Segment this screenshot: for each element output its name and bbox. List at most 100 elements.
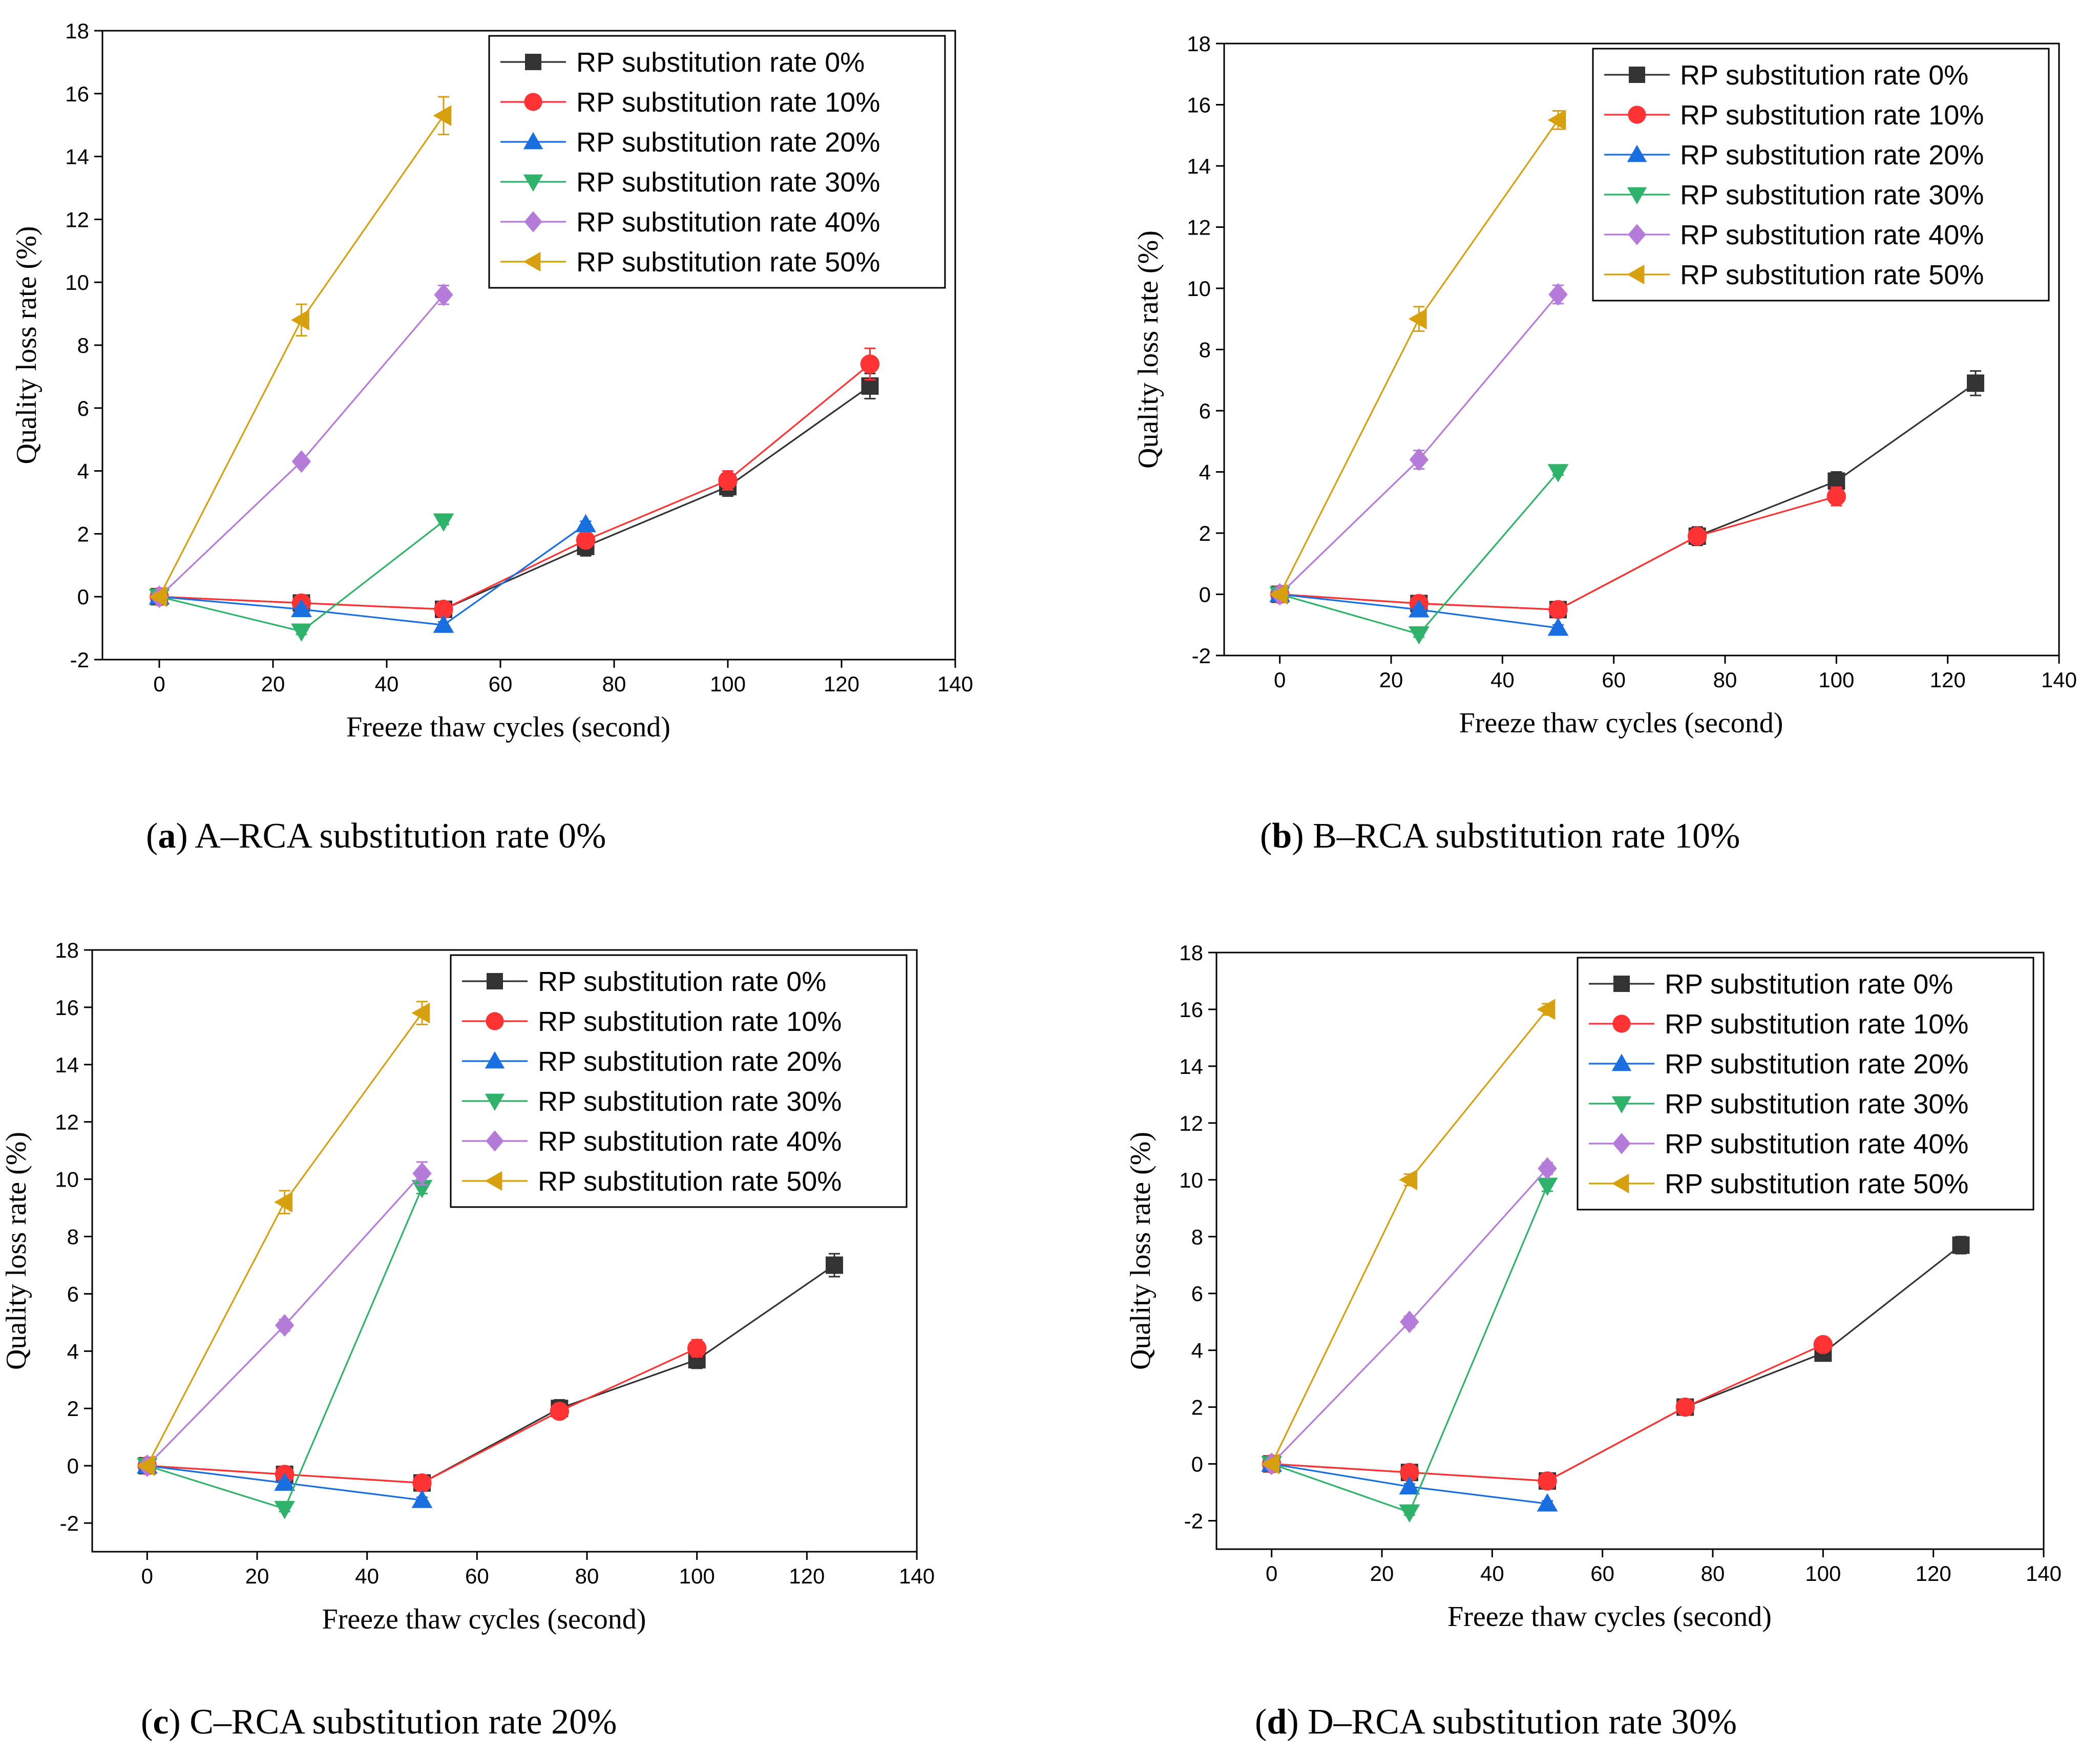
legend-marker	[487, 973, 503, 989]
data-point	[1538, 1471, 1557, 1491]
data-point	[433, 513, 454, 532]
data-point	[1537, 999, 1556, 1020]
y-tick-label: 6	[67, 1282, 79, 1306]
y-tick-label: 12	[1179, 1111, 1203, 1135]
x-tick-label: 140	[2041, 668, 2077, 692]
x-tick-label: 120	[789, 1564, 825, 1588]
y-tick-label: 0	[77, 585, 89, 609]
panel-d: 0 20 40 60 80 100 120 140 -2 0 2 4 6 8 10 12 14 16 18 Freez…	[1125, 941, 2062, 1742]
y-tick-label: 6	[77, 396, 89, 420]
series-line	[1279, 119, 1559, 595]
legend-label: RP substitution rate 40%	[538, 1126, 842, 1157]
data-point	[1400, 1463, 1419, 1482]
data-point	[1547, 617, 1569, 636]
data-point	[1538, 1157, 1557, 1180]
caption-paren: )	[169, 1702, 190, 1742]
data-point	[1547, 109, 1566, 131]
legend-label: RP substitution rate 40%	[1665, 1129, 1968, 1159]
caption-paren: (	[146, 816, 158, 856]
legend-label: RP substitution rate 10%	[576, 87, 880, 118]
x-tick-label: 0	[141, 1564, 153, 1588]
y-tick-label: 12	[1187, 216, 1211, 240]
y-tick-label: 0	[1191, 1452, 1203, 1476]
y-tick-label: 16	[65, 82, 89, 106]
y-tick-label: 10	[55, 1168, 79, 1192]
y-tick-label: 18	[1179, 941, 1203, 965]
legend-label: RP substitution rate 50%	[538, 1166, 842, 1197]
y-tick-label: 12	[65, 207, 89, 231]
series-rp30	[149, 513, 454, 642]
data-point	[1400, 1311, 1419, 1334]
data-point	[275, 1314, 295, 1337]
legend-label: RP substitution rate 50%	[576, 247, 880, 278]
series-rp20	[149, 514, 596, 633]
y-tick-label: 18	[1187, 32, 1211, 56]
y-tick-label: 16	[1179, 998, 1203, 1022]
caption-text: D–RCA substitution rate 30%	[1308, 1702, 1737, 1742]
x-tick-label: 120	[824, 672, 859, 696]
y-tick-label: 4	[77, 459, 89, 483]
series-rp50	[1269, 109, 1566, 605]
x-tick-label: 0	[1274, 668, 1286, 692]
series-line	[159, 523, 586, 626]
legend-marker	[485, 1171, 502, 1191]
data-point	[291, 623, 312, 642]
data-point	[411, 1002, 430, 1024]
y-tick-label: 16	[1187, 93, 1211, 117]
legend-marker	[523, 251, 541, 272]
legend: RP substitution rate 0% RP substitution r…	[450, 954, 908, 1208]
series-rp50	[149, 96, 452, 607]
x-tick-label: 80	[575, 1564, 599, 1588]
series-rp0	[151, 372, 879, 618]
x-tick-label: 0	[153, 672, 165, 696]
legend-marker	[523, 132, 543, 150]
series-line	[1279, 293, 1559, 595]
series-line	[159, 363, 871, 610]
y-tick-label: -2	[70, 648, 89, 672]
data-point	[412, 1162, 432, 1185]
legend-label: RP substitution rate 30%	[1665, 1089, 1968, 1119]
x-tick-label: 100	[710, 672, 746, 696]
y-axis-title: Quality loss rate (%)	[1125, 1132, 1157, 1370]
x-tick-label: 60	[1602, 668, 1626, 692]
series-line	[146, 1012, 423, 1466]
panel-caption: (a) A–RCA substitution rate 0%	[146, 816, 606, 856]
x-tick-label: 20	[1370, 1561, 1394, 1586]
legend-label: RP substitution rate 0%	[576, 47, 865, 78]
series-line	[1271, 1344, 1823, 1482]
series-rp50	[136, 1001, 430, 1476]
data-point	[412, 1473, 432, 1493]
y-tick-label: 2	[1199, 521, 1211, 545]
legend-label: RP substitution rate 30%	[1680, 180, 1984, 210]
series-rp10	[1262, 1335, 1833, 1491]
legend-marker	[486, 1012, 504, 1030]
y-tick-label: 10	[1179, 1168, 1203, 1192]
legend-label: RP substitution rate 20%	[1680, 140, 1984, 171]
data-point	[860, 354, 880, 374]
legend-marker	[1611, 1053, 1632, 1071]
data-point	[433, 105, 452, 126]
legend-label: RP substitution rate 40%	[1680, 220, 1984, 250]
caption-letter: b	[1272, 816, 1292, 856]
legend-marker	[524, 211, 542, 233]
legend: RP substitution rate 0% RP substitution r…	[1577, 957, 2034, 1211]
legend-marker	[523, 174, 543, 192]
y-tick-label: 12	[55, 1110, 79, 1134]
legend-label: RP substitution rate 50%	[1665, 1169, 1968, 1199]
y-axis-title: Quality loss rate (%)	[11, 226, 43, 464]
series-line	[146, 1187, 423, 1510]
caption-paren: (	[1255, 1702, 1267, 1742]
legend-marker	[486, 1130, 504, 1152]
caption-text: C–RCA substitution rate 20%	[190, 1702, 617, 1742]
x-tick-label: 80	[1701, 1561, 1725, 1586]
caption-text: A–RCA substitution rate 0%	[195, 816, 606, 856]
series-rp0	[138, 1253, 843, 1492]
legend-marker	[1611, 1173, 1629, 1194]
y-tick-label: 2	[67, 1397, 79, 1421]
x-tick-label: 20	[245, 1564, 269, 1588]
series-line	[1271, 1008, 1548, 1465]
y-tick-label: 4	[1191, 1339, 1203, 1363]
y-tick-label: 2	[77, 522, 89, 546]
legend-label: RP substitution rate 0%	[538, 966, 826, 997]
x-tick-label: 0	[1266, 1561, 1277, 1586]
